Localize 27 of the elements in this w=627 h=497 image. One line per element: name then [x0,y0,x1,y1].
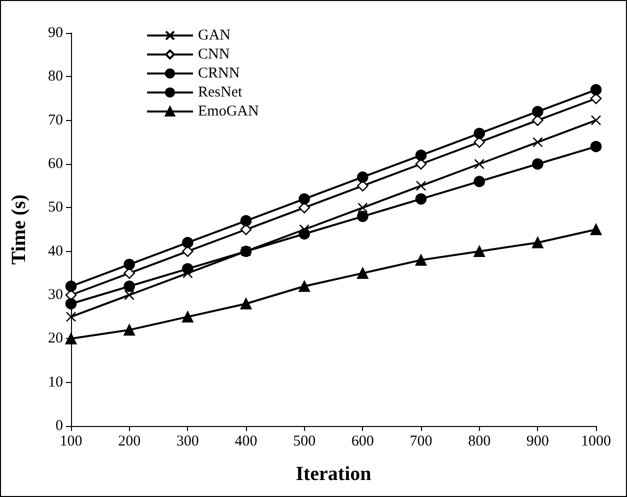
y-axis-title: Time (s) [8,194,30,265]
x-tick-label: 600 [351,434,374,450]
legend-label: CRNN [198,66,240,82]
y-tick-label: 80 [48,68,63,85]
x-tick-label: 300 [176,434,199,450]
y-tick-label: 30 [48,287,63,303]
legend-label: EmoGAN [198,104,259,120]
y-tick-label: 0 [56,418,63,434]
y-tick-label: 70 [48,112,63,128]
x-axis-title: Iteration [296,463,372,485]
y-tick-label: 90 [48,25,63,41]
y-tick-label: 50 [48,200,63,216]
x-tick-label: 500 [293,434,316,450]
y-tick-label: 20 [48,330,63,347]
y-tick-label: 40 [48,243,63,260]
legend-label: CNN [198,46,230,62]
legend-label: ResNet [198,84,243,100]
x-tick-label: 800 [468,434,491,450]
x-tick-label: 100 [60,434,82,450]
y-tick-label: 60 [48,156,63,172]
x-tick-label: 900 [526,434,549,450]
y-tick-label: 10 [48,374,63,390]
x-tick-label: 400 [234,434,258,450]
x-tick-label: 700 [410,434,432,450]
x-tick-label: 1000 [581,434,611,450]
legend-label: GAN [198,28,231,44]
x-tick-label: 200 [118,434,141,450]
